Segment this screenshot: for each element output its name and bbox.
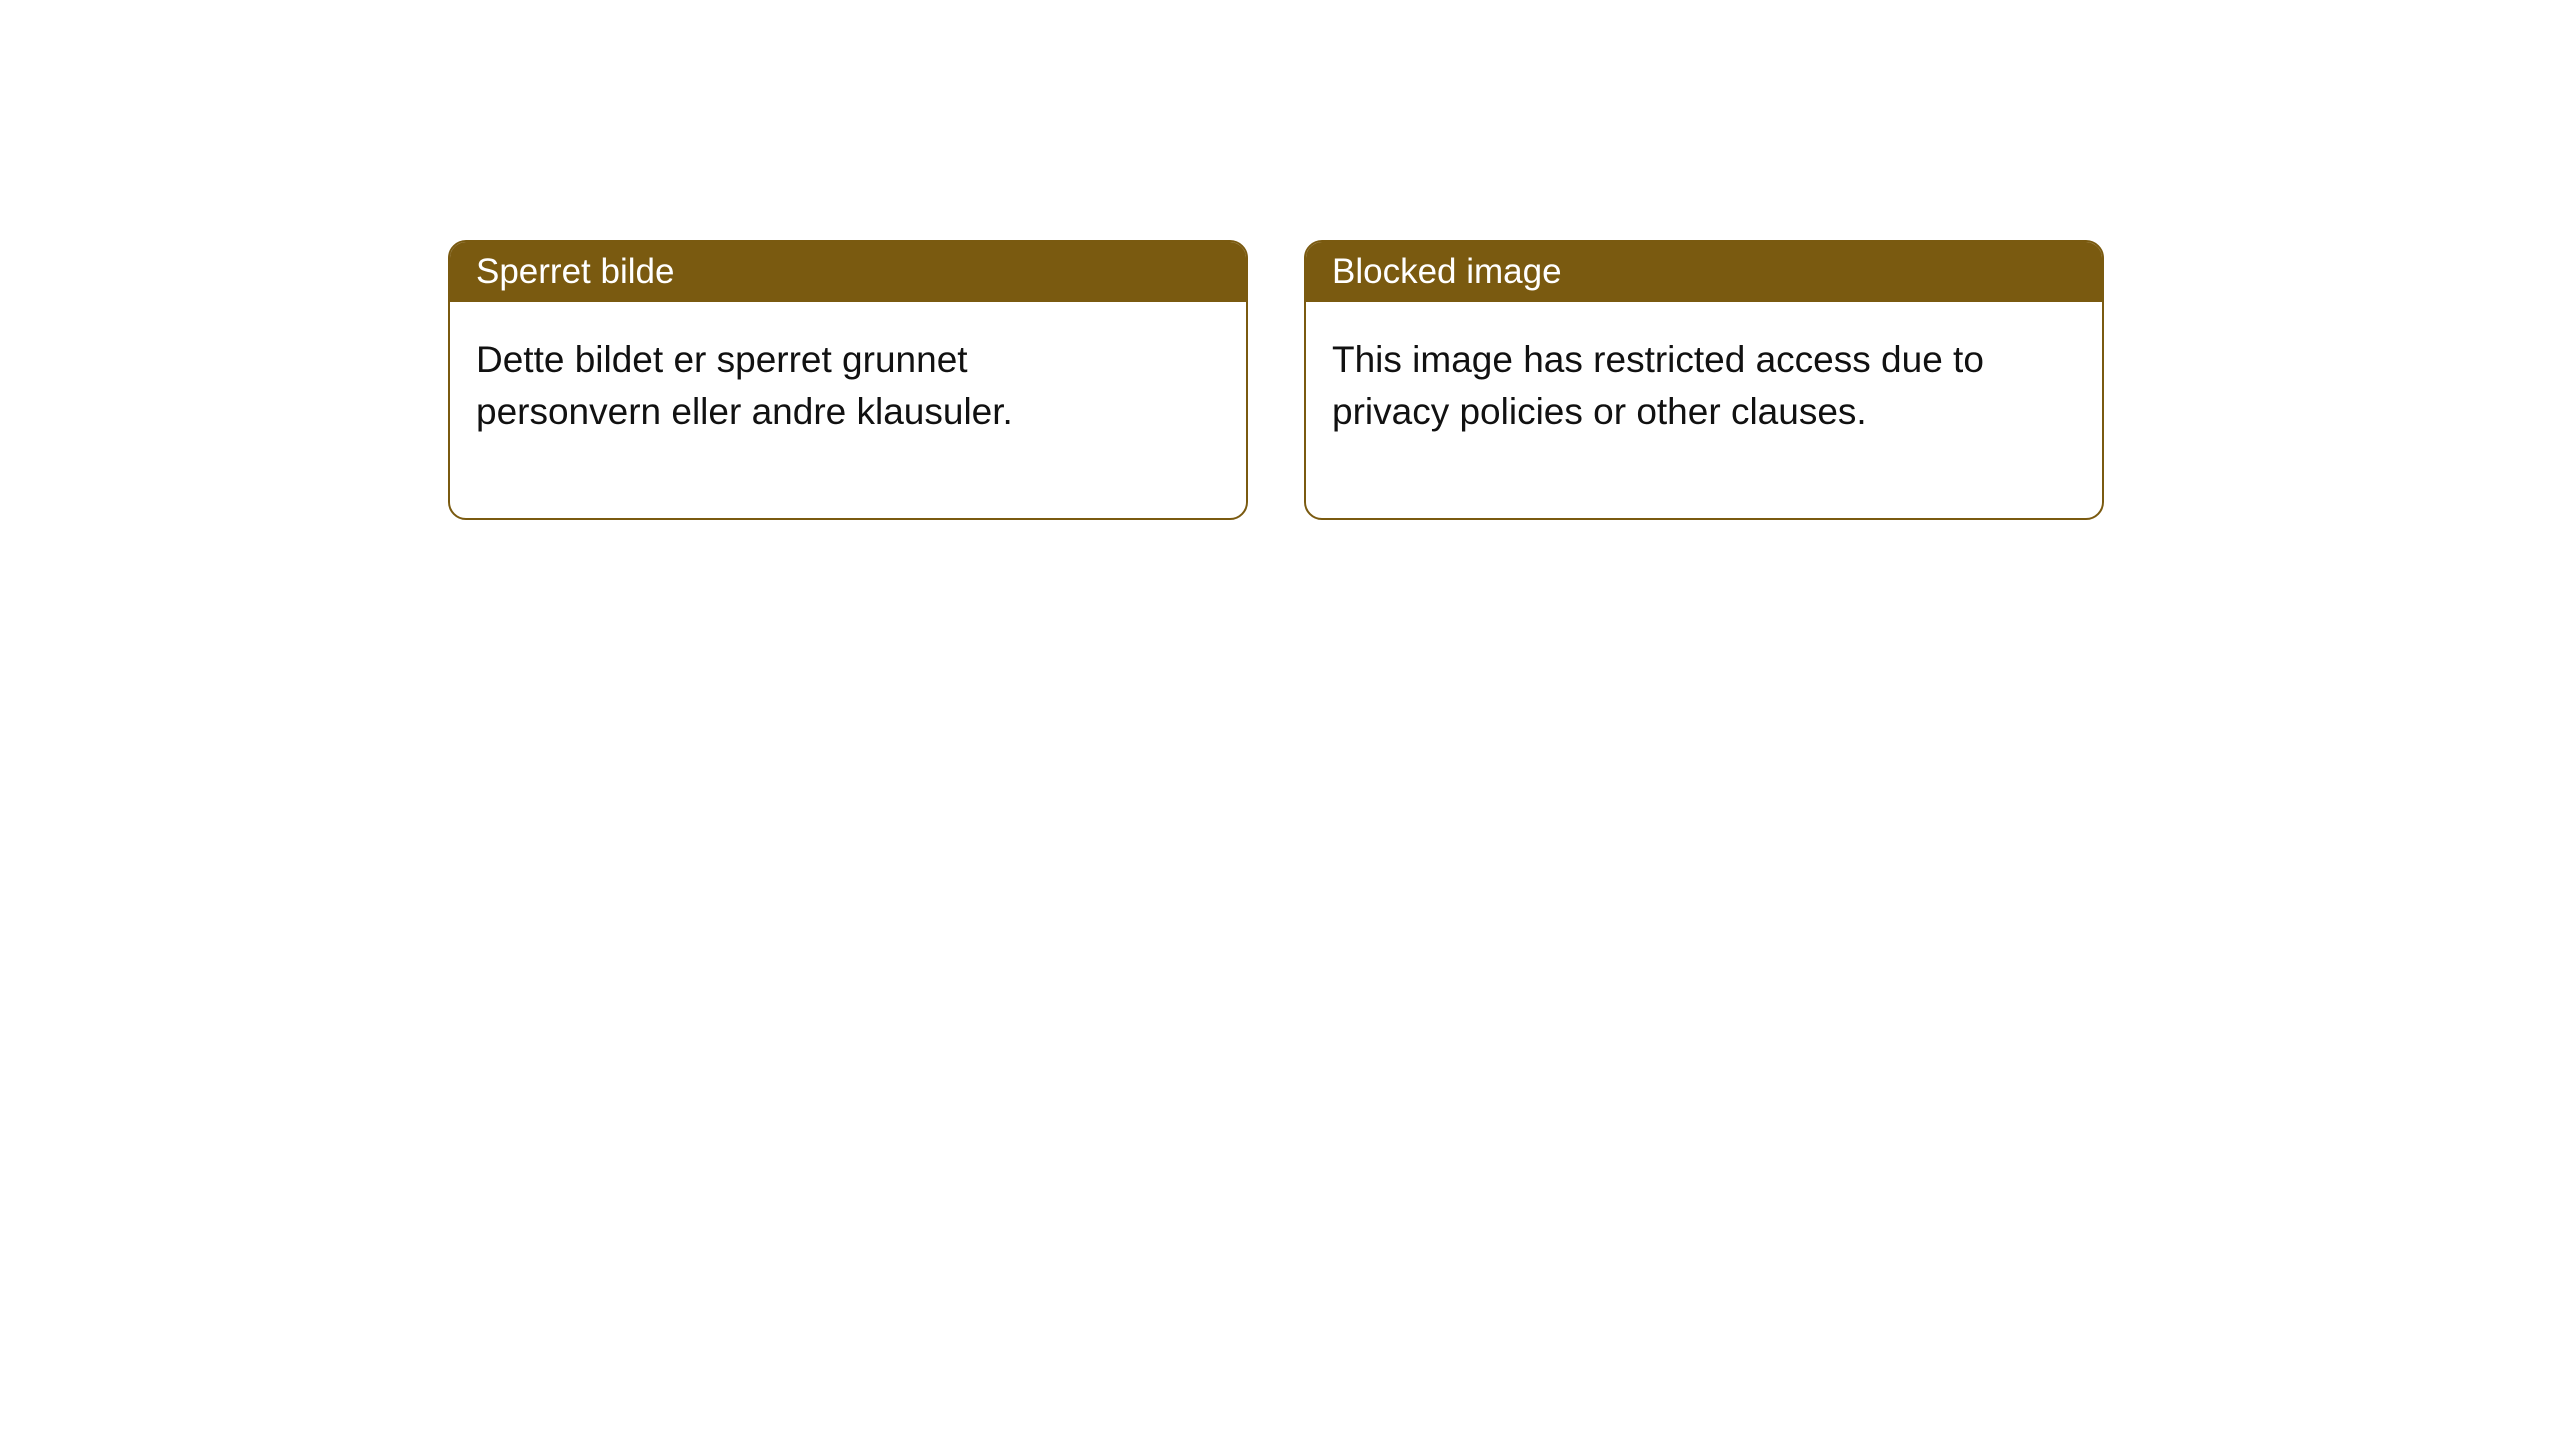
notice-card-english: Blocked image This image has restricted … (1304, 240, 2104, 520)
notice-container: Sperret bilde Dette bildet er sperret gr… (0, 0, 2560, 520)
notice-card-norwegian: Sperret bilde Dette bildet er sperret gr… (448, 240, 1248, 520)
notice-body: This image has restricted access due to … (1306, 302, 2026, 518)
notice-header: Blocked image (1306, 242, 2102, 302)
notice-header: Sperret bilde (450, 242, 1246, 302)
notice-body: Dette bildet er sperret grunnet personve… (450, 302, 1170, 518)
